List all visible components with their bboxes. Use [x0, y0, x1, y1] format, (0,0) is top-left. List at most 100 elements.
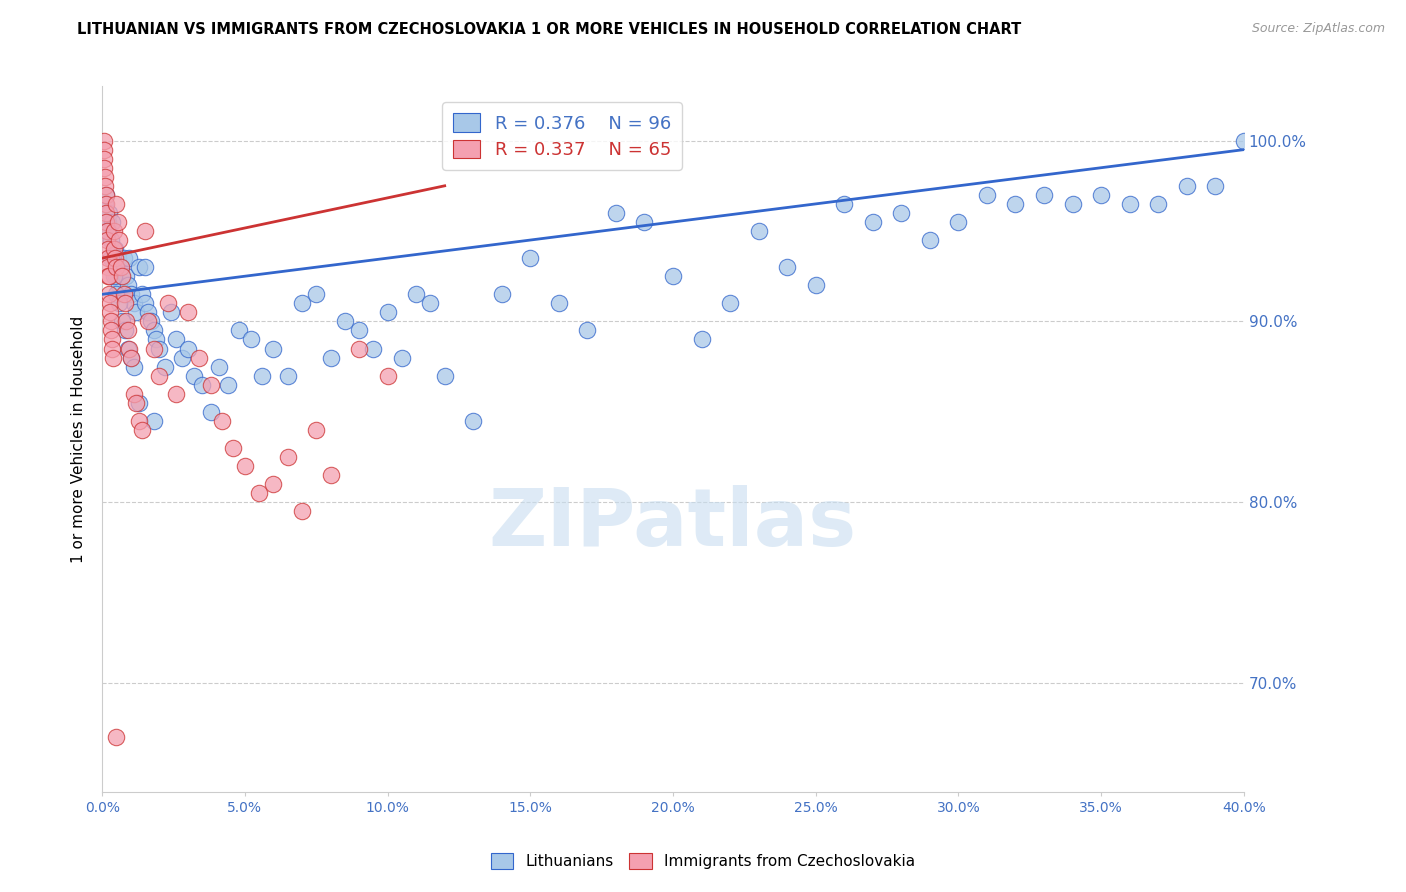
Point — [165, 386, 187, 401]
Point — [134, 224, 156, 238]
Point — [228, 323, 250, 337]
Point — [110, 260, 132, 275]
Point — [433, 368, 456, 383]
Legend: Lithuanians, Immigrants from Czechoslovakia: Lithuanians, Immigrants from Czechoslova… — [485, 847, 921, 875]
Point — [200, 377, 222, 392]
Point — [377, 305, 399, 319]
Point — [1204, 178, 1226, 193]
Point — [208, 359, 231, 374]
Point — [183, 368, 205, 383]
Point — [114, 323, 136, 337]
Point — [97, 251, 120, 265]
Point — [131, 423, 153, 437]
Point — [148, 368, 170, 383]
Point — [131, 287, 153, 301]
Point — [110, 260, 132, 275]
Point — [333, 314, 356, 328]
Point — [105, 197, 128, 211]
Point — [233, 458, 256, 473]
Point — [118, 251, 141, 265]
Point — [128, 414, 150, 428]
Point — [662, 269, 685, 284]
Point — [1118, 197, 1140, 211]
Point — [142, 342, 165, 356]
Point — [377, 368, 399, 383]
Point — [93, 143, 115, 157]
Point — [100, 314, 122, 328]
Point — [363, 342, 385, 356]
Point — [247, 486, 270, 500]
Point — [177, 342, 200, 356]
Point — [142, 414, 165, 428]
Point — [108, 233, 131, 247]
Point — [139, 314, 162, 328]
Point — [115, 269, 138, 284]
Point — [94, 178, 117, 193]
Point — [1004, 197, 1026, 211]
Point — [347, 342, 370, 356]
Point — [105, 269, 128, 284]
Point — [128, 260, 150, 275]
Point — [177, 305, 200, 319]
Point — [1233, 134, 1256, 148]
Point — [134, 296, 156, 310]
Point — [748, 224, 770, 238]
Point — [93, 134, 115, 148]
Point — [103, 269, 125, 284]
Point — [142, 323, 165, 337]
Point — [98, 269, 121, 284]
Point — [262, 477, 284, 491]
Point — [134, 260, 156, 275]
Point — [122, 296, 145, 310]
Point — [97, 269, 120, 284]
Point — [1033, 187, 1056, 202]
Point — [120, 287, 142, 301]
Point — [1147, 197, 1170, 211]
Point — [117, 342, 139, 356]
Point — [250, 368, 273, 383]
Point — [97, 260, 120, 275]
Point — [105, 731, 128, 745]
Point — [862, 215, 884, 229]
Point — [148, 342, 170, 356]
Text: Source: ZipAtlas.com: Source: ZipAtlas.com — [1251, 22, 1385, 36]
Point — [776, 260, 799, 275]
Point — [120, 351, 142, 365]
Y-axis label: 1 or more Vehicles in Household: 1 or more Vehicles in Household — [72, 315, 86, 563]
Point — [101, 342, 124, 356]
Point — [96, 187, 118, 202]
Point — [104, 251, 127, 265]
Point — [519, 251, 541, 265]
Point — [107, 251, 129, 265]
Point — [97, 242, 120, 256]
Point — [319, 468, 342, 483]
Point — [96, 224, 118, 238]
Point — [101, 351, 124, 365]
Point — [211, 414, 233, 428]
Point — [98, 287, 121, 301]
Point — [122, 386, 145, 401]
Point — [319, 351, 342, 365]
Point — [96, 206, 118, 220]
Point — [93, 152, 115, 166]
Point — [108, 278, 131, 293]
Point — [976, 187, 998, 202]
Point — [118, 342, 141, 356]
Point — [117, 323, 139, 337]
Point — [159, 305, 181, 319]
Point — [463, 414, 485, 428]
Point — [103, 242, 125, 256]
Point — [125, 305, 148, 319]
Point — [94, 187, 117, 202]
Point — [122, 359, 145, 374]
Point — [96, 215, 118, 229]
Point — [347, 323, 370, 337]
Point — [305, 423, 328, 437]
Point — [97, 215, 120, 229]
Point — [114, 287, 136, 301]
Point — [633, 215, 655, 229]
Point — [98, 305, 121, 319]
Text: LITHUANIAN VS IMMIGRANTS FROM CZECHOSLOVAKIA 1 OR MORE VEHICLES IN HOUSEHOLD COR: LITHUANIAN VS IMMIGRANTS FROM CZECHOSLOV… — [77, 22, 1022, 37]
Text: ZIPatlas: ZIPatlas — [489, 484, 858, 563]
Point — [104, 242, 127, 256]
